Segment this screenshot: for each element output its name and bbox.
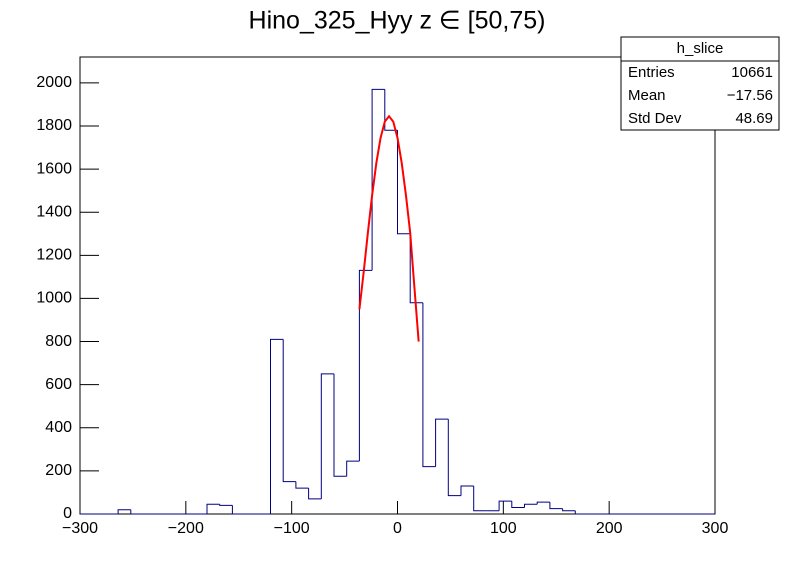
histogram-bin xyxy=(384,89,398,131)
histogram-bin xyxy=(549,502,563,510)
stats-title: h_slice xyxy=(677,40,724,57)
histogram-bin xyxy=(511,501,525,509)
histogram-bin xyxy=(358,269,373,462)
stats-label: Std Dev xyxy=(628,110,682,127)
stats-box: h_slice Entries 10661 Mean −17.56 Std De… xyxy=(620,36,780,131)
histogram-bin xyxy=(460,485,474,496)
histogram-bin xyxy=(574,510,588,515)
histogram-bin xyxy=(231,505,246,515)
histogram-bin xyxy=(498,500,512,511)
histogram-bin xyxy=(320,373,334,499)
histogram-bin xyxy=(536,501,550,505)
y-tick-label: 400 xyxy=(45,419,72,436)
x-tick-label: −100 xyxy=(274,520,310,537)
x-tick-label: 300 xyxy=(702,520,729,537)
y-tick-label: 1400 xyxy=(36,203,72,220)
stats-value: −17.56 xyxy=(727,87,773,104)
histogram-bin xyxy=(397,130,411,235)
x-tick-label: 100 xyxy=(490,520,517,537)
histogram-bin xyxy=(447,419,461,497)
histogram-bin xyxy=(409,233,423,304)
histogram-bin xyxy=(422,302,436,468)
y-tick-label: 1600 xyxy=(36,160,72,177)
histogram-bin xyxy=(295,481,309,489)
chart-title: Hino_325_Hyy z ∈ [50,75) xyxy=(249,7,546,35)
y-tick-label: 2000 xyxy=(36,74,72,91)
histogram-bin xyxy=(219,504,233,506)
histogram-bin xyxy=(270,338,284,514)
stats-label: Entries xyxy=(628,64,675,81)
histogram-bin xyxy=(435,418,449,467)
histogram-bin xyxy=(117,509,131,514)
y-tick-label: 600 xyxy=(45,376,72,393)
y-tick-label: 1800 xyxy=(36,117,72,134)
y-tick-label: 200 xyxy=(45,462,72,479)
histogram-bin xyxy=(524,503,538,508)
histogram-bin xyxy=(130,509,144,515)
stats-value: 10661 xyxy=(731,64,773,81)
histogram-bin xyxy=(206,503,220,514)
x-tick-label: −200 xyxy=(168,520,204,537)
histogram-bin xyxy=(308,488,322,500)
histogram-bin xyxy=(333,373,347,477)
stats-frame xyxy=(620,36,780,131)
stats-value: 48.69 xyxy=(735,110,773,127)
histogram-bin xyxy=(473,485,487,512)
y-tick-label: 800 xyxy=(45,333,72,350)
x-tick-label: 200 xyxy=(596,520,623,537)
histogram-bin xyxy=(562,508,576,512)
y-tick-label: 0 xyxy=(63,505,72,522)
histogram-bin xyxy=(371,88,385,271)
y-tick-label: 1000 xyxy=(36,290,72,307)
stats-label: Mean xyxy=(628,87,666,104)
histogram-bin xyxy=(346,460,360,477)
x-tick-label: −300 xyxy=(62,520,98,537)
fit-curve xyxy=(358,114,420,342)
histogram-bin xyxy=(282,339,296,483)
y-tick-label: 1200 xyxy=(36,247,72,264)
x-tick-label: 0 xyxy=(393,520,402,537)
